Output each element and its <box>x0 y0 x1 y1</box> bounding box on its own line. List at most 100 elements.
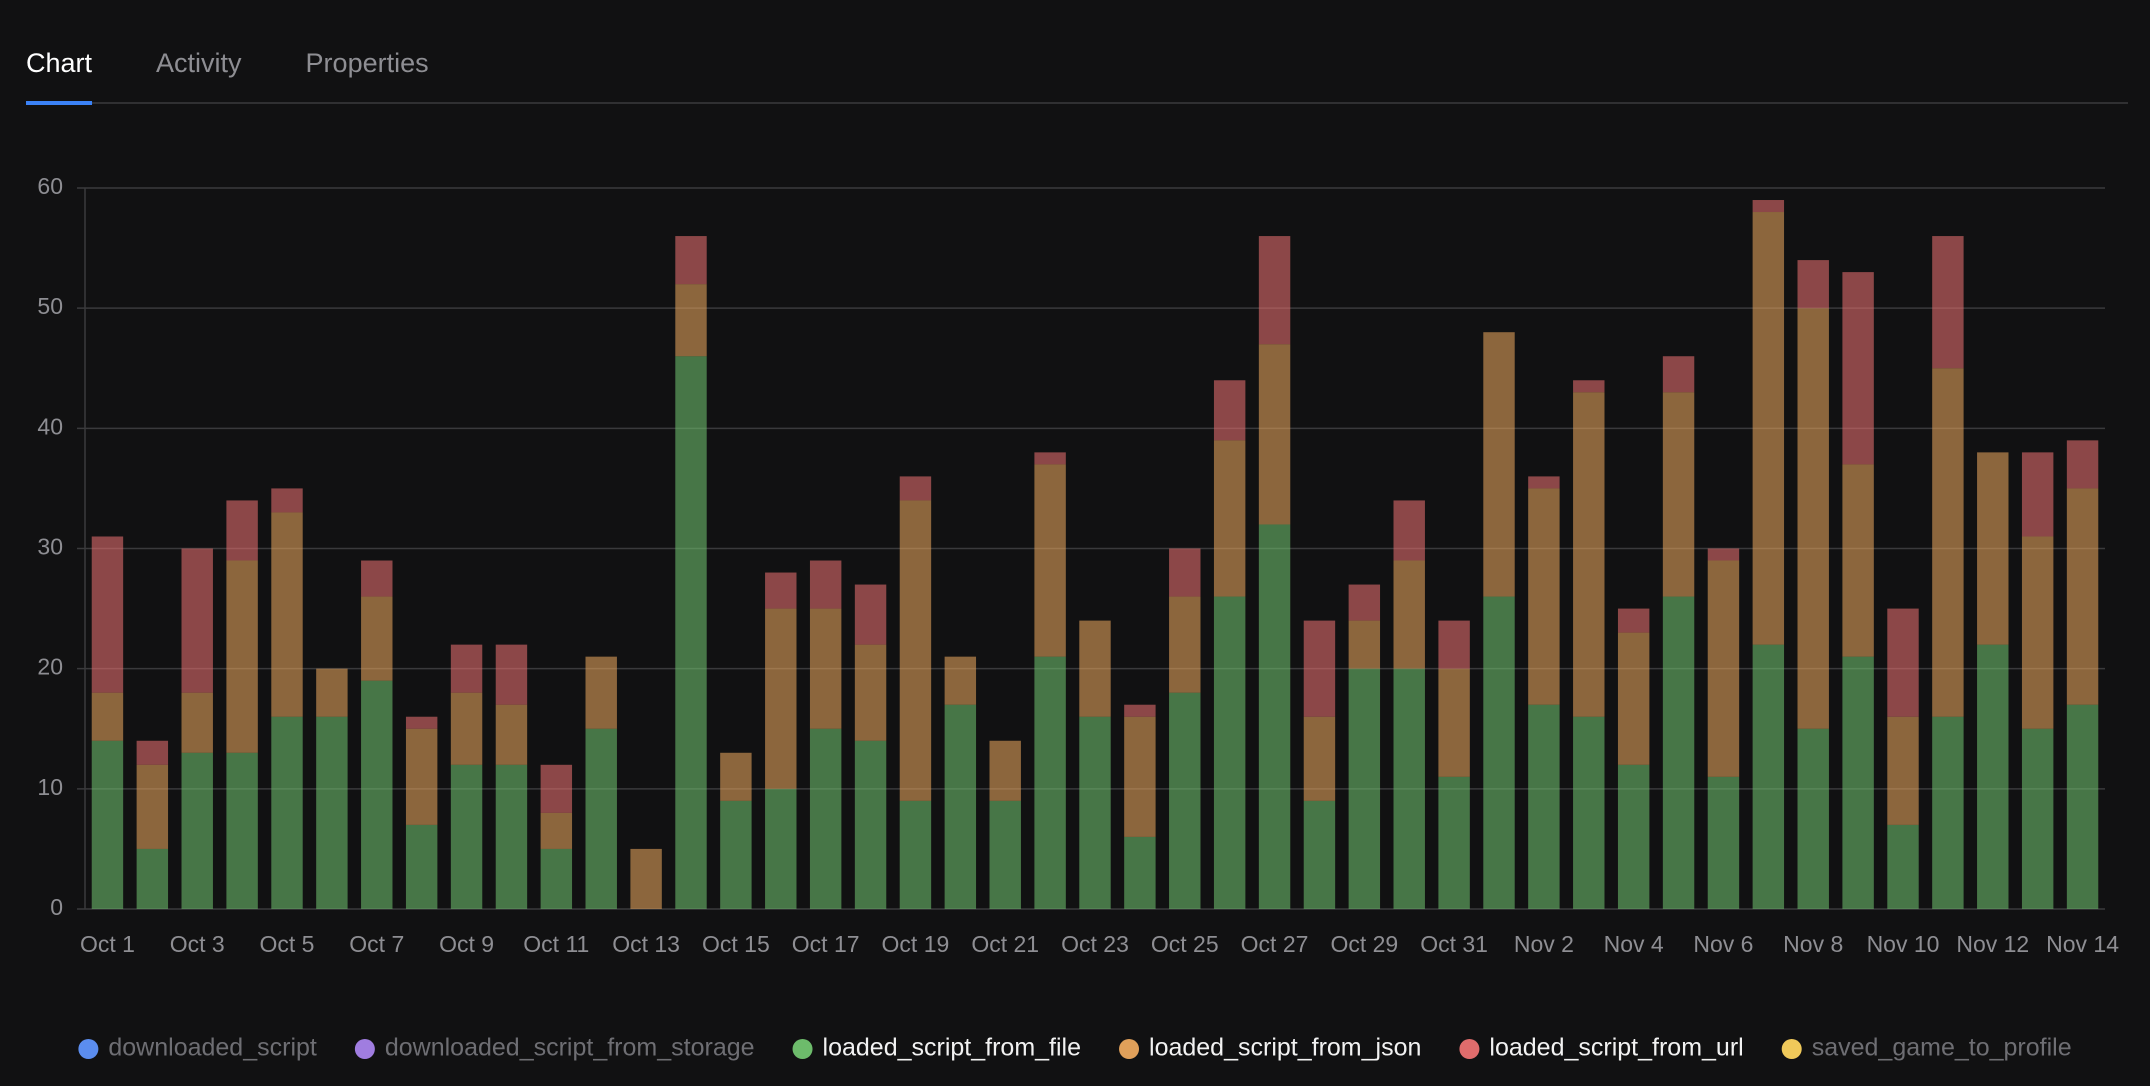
bar-segment <box>1393 560 1425 669</box>
bar-segment <box>1752 644 1785 909</box>
x-tick-label: Oct 7 <box>349 931 404 957</box>
bar-segment <box>405 716 438 729</box>
x-tick-label: Oct 25 <box>1151 931 1219 957</box>
bar-segment <box>226 752 258 909</box>
tab[interactable]: Properties <box>306 48 429 78</box>
bar-segment <box>316 668 348 717</box>
bar-segment <box>765 788 797 909</box>
bar-segment <box>899 800 932 909</box>
tab[interactable]: Activity <box>156 48 242 78</box>
bar-segment <box>1797 260 1829 309</box>
bar-segment <box>2066 488 2099 705</box>
bar-segment <box>1528 704 1560 909</box>
bar-segment <box>1797 728 1829 909</box>
legend-swatch[interactable] <box>1119 1039 1140 1059</box>
bar-segment <box>899 476 932 501</box>
bar-segment <box>1887 716 1919 825</box>
bar-segment <box>540 764 573 813</box>
x-tick-label: Oct 1 <box>80 931 135 957</box>
bar-segment <box>1079 716 1111 909</box>
bar-segment <box>1169 596 1201 693</box>
bar-segment <box>1258 236 1291 345</box>
bar-segment <box>1483 596 1515 909</box>
legend-label[interactable]: loaded_script_from_file <box>823 1034 1081 1062</box>
x-tick-label: Oct 13 <box>612 931 680 957</box>
bar-segment <box>271 716 303 909</box>
bar-segment <box>1662 356 1695 393</box>
bar-segment <box>271 488 303 513</box>
bar-segment <box>1977 452 2009 645</box>
bar-segment <box>1258 524 1291 909</box>
bar-segment <box>450 764 483 909</box>
tab[interactable]: Chart <box>26 48 93 78</box>
y-tick-label: 0 <box>50 894 63 920</box>
legend-swatch[interactable] <box>78 1039 99 1059</box>
legend-label[interactable]: loaded_script_from_url <box>1489 1034 1743 1062</box>
bar-segment <box>1842 464 1874 657</box>
bar-segment <box>1932 716 1964 909</box>
bar-segment <box>91 740 124 909</box>
bar-segment <box>1393 500 1425 561</box>
legend-swatch[interactable] <box>1781 1039 1802 1059</box>
bar-segment <box>1169 548 1201 597</box>
x-tick-label: Oct 31 <box>1420 931 1488 957</box>
bar-segment <box>226 500 258 561</box>
bar-segment <box>1213 380 1246 441</box>
x-tick-label: Oct 3 <box>170 931 225 957</box>
bar-segment <box>405 824 438 909</box>
bar-segment <box>1932 236 1964 369</box>
bar-segment <box>1303 620 1336 717</box>
x-tick-label: Oct 21 <box>971 931 1039 957</box>
bar-segment <box>1887 608 1919 717</box>
bar-segment <box>899 500 932 801</box>
bar-segment <box>91 692 124 741</box>
bar-segment <box>226 560 258 753</box>
bar-segment <box>1034 656 1066 909</box>
bar-segment <box>1303 800 1336 909</box>
bar-segment <box>1348 668 1381 909</box>
x-tick-label: Oct 9 <box>439 931 494 957</box>
bar-segment <box>1438 668 1470 777</box>
bar-segment <box>1573 716 1605 909</box>
bar-segment <box>136 848 169 909</box>
bar-segment <box>1707 548 1740 561</box>
bar-segment <box>989 740 1021 801</box>
bar-segment <box>136 764 169 849</box>
y-tick-label: 40 <box>37 413 63 439</box>
bar-segment <box>1438 776 1470 909</box>
bar-segment <box>495 644 528 705</box>
legend-swatch[interactable] <box>354 1039 375 1059</box>
legend-label[interactable]: downloaded_script_from_storage <box>385 1034 755 1062</box>
legend-label[interactable]: loaded_script_from_json <box>1149 1034 1421 1062</box>
bar-segment <box>1393 668 1425 909</box>
bar-segment <box>1213 596 1246 909</box>
legend-swatch[interactable] <box>792 1039 813 1059</box>
bar-segment <box>1169 692 1201 909</box>
bar-segment <box>540 812 573 849</box>
bar-segment <box>1707 560 1740 777</box>
bar-segment <box>585 656 617 729</box>
bar-segment <box>989 800 1021 909</box>
bar-segment <box>2066 440 2099 489</box>
bar-segment <box>1752 200 1785 213</box>
legend-label[interactable]: downloaded_script <box>108 1034 317 1062</box>
bar-segment <box>181 548 213 693</box>
legend-label[interactable]: saved_game_to_profile <box>1812 1034 2072 1062</box>
bar-segment <box>944 704 977 909</box>
bar-segment <box>1707 776 1740 909</box>
bar-segment <box>405 728 438 825</box>
bar-segment <box>316 716 348 909</box>
bar-segment <box>450 692 483 765</box>
legend-swatch[interactable] <box>1459 1039 1480 1059</box>
bar-segment <box>1483 332 1515 597</box>
x-tick-label: Nov 6 <box>1693 931 1753 957</box>
bar-segment <box>720 752 752 801</box>
bar-segment <box>1662 392 1695 597</box>
bar-segment <box>809 728 842 909</box>
bar-segment <box>1438 620 1470 669</box>
bar-segment <box>181 692 213 753</box>
x-tick-label: Oct 19 <box>882 931 950 957</box>
x-tick-label: Oct 27 <box>1241 931 1309 957</box>
y-tick-label: 10 <box>37 774 63 800</box>
